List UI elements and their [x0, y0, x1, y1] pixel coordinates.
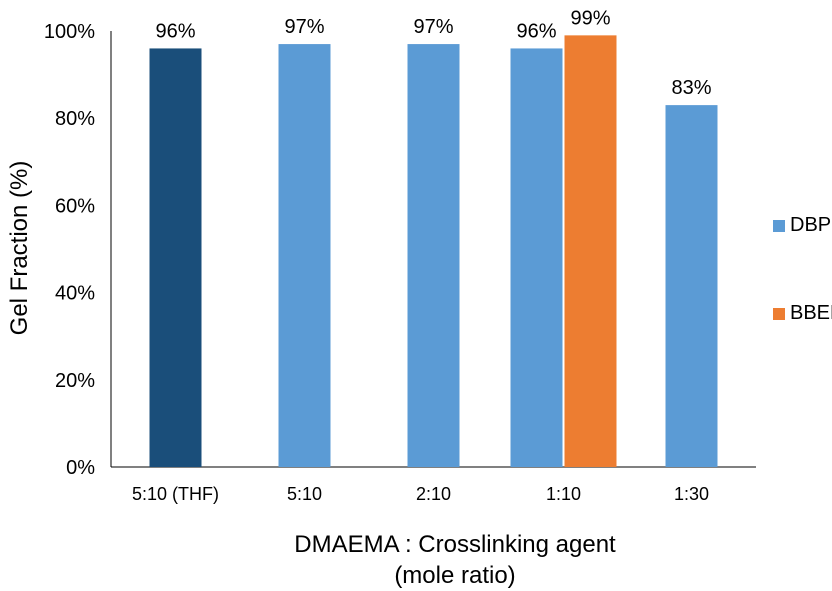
- x-axis-title-line-2: (mole ratio): [394, 562, 515, 589]
- legend-label-bbee: BBEE: [790, 302, 832, 324]
- y-tick-label: 60%: [55, 195, 95, 217]
- legend-swatch-bbee: [773, 308, 785, 320]
- y-tick-label: 0%: [66, 457, 95, 479]
- y-tick-label: 100%: [44, 21, 95, 43]
- x-tick-label: 5:10 (THF): [132, 484, 219, 504]
- bar-dbpo: [665, 105, 718, 468]
- x-tick-label: 1:30: [674, 484, 709, 504]
- y-tick-label: 80%: [55, 108, 95, 130]
- x-tick-labels: 5:10 (THF) 5:10 2:10 1:10 1:30: [132, 484, 709, 504]
- legend: DBPO BBEE: [773, 214, 832, 324]
- x-tick-label: 1:10: [546, 484, 581, 504]
- y-tick-labels: 0% 20% 40% 60% 80% 100%: [44, 21, 95, 479]
- bar-dbpo: [278, 44, 331, 468]
- y-axis-title: Gel Fraction (%): [6, 161, 33, 336]
- data-label-dbpo: 96%: [155, 20, 195, 42]
- x-tick-label: 2:10: [416, 484, 451, 504]
- data-labels: 96% 97% 97% 96% 99% 83%: [155, 7, 711, 99]
- data-label-dbpo: 96%: [516, 20, 556, 42]
- data-label-dbpo: 83%: [671, 77, 711, 99]
- x-tick-label: 5:10: [287, 484, 322, 504]
- data-label-dbpo: 97%: [284, 16, 324, 38]
- legend-swatch-dbpo: [773, 220, 785, 232]
- bar-bbee: [564, 35, 617, 468]
- bar-dbpo: [407, 44, 460, 468]
- bar-dbpo: [510, 48, 563, 467]
- y-tick-label: 20%: [55, 370, 95, 392]
- data-label-bbee: 99%: [570, 7, 610, 29]
- data-label-dbpo: 97%: [413, 16, 453, 38]
- bar-dbpo: [149, 48, 202, 467]
- bars: [149, 35, 718, 468]
- x-axis-title-line-1: DMAEMA : Crosslinking agent: [294, 531, 616, 558]
- y-tick-label: 40%: [55, 283, 95, 305]
- legend-label-dbpo: DBPO: [790, 214, 832, 236]
